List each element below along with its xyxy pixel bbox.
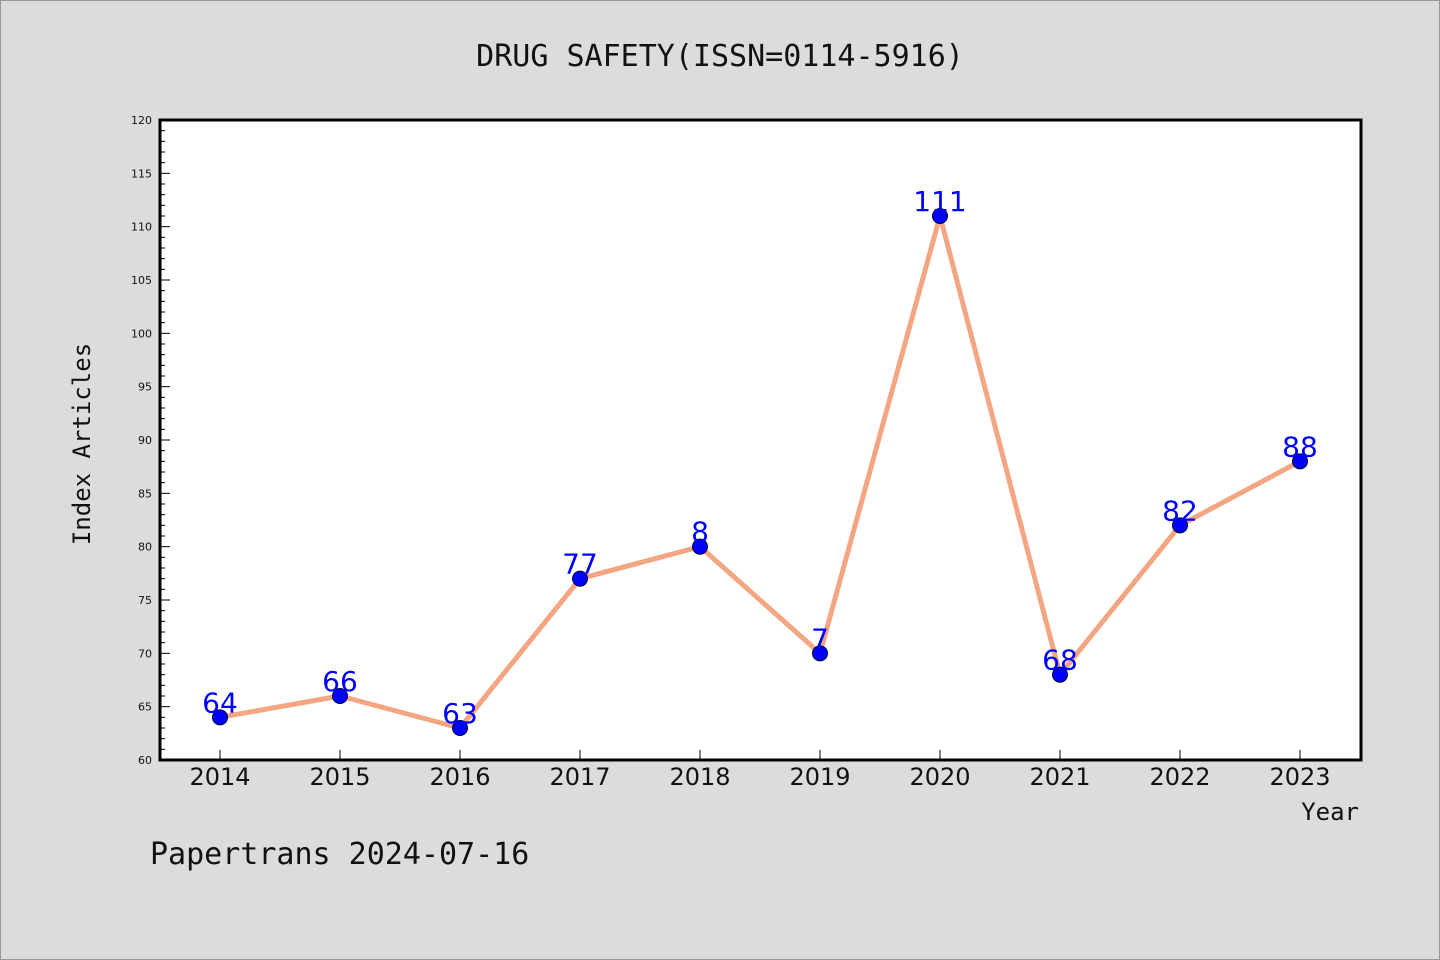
- data-label: 82: [1162, 494, 1198, 527]
- y-tick-label: 105: [131, 274, 152, 287]
- y-tick-label: 70: [138, 647, 152, 660]
- series-polyline: [219, 213, 1302, 731]
- x-tick-label: 2020: [909, 763, 970, 791]
- data-point: [1052, 666, 1068, 683]
- data-label: 88: [1282, 430, 1318, 463]
- x-tick-label: 2023: [1269, 763, 1330, 791]
- y-tick-label: 95: [138, 381, 152, 394]
- y-axis: 60 65 70 75 80 85 90 95 100 105 110 115 120: [131, 114, 170, 767]
- x-axis-label: Year: [1301, 798, 1359, 826]
- data-point: [1292, 453, 1308, 470]
- series-line: [219, 213, 1302, 731]
- data-label: 66: [322, 665, 358, 698]
- data-point: [572, 570, 588, 587]
- data-label: 8: [691, 516, 709, 549]
- x-tick-label: 2017: [549, 763, 610, 791]
- data-point: [812, 645, 828, 662]
- data-label: 7: [811, 622, 829, 655]
- y-tick-label: 60: [138, 754, 152, 767]
- data-label: 111: [913, 185, 966, 218]
- y-tick-label: 90: [138, 434, 152, 447]
- x-axis: 2014 2015 2016 2017 2018 2019 2020 2021 2022 2023: [189, 750, 1331, 791]
- data-point: [332, 688, 348, 704]
- data-point: [692, 538, 708, 555]
- y-tick-label: 85: [138, 487, 152, 500]
- y-axis-label: Index Articles: [68, 343, 96, 545]
- y-tick-label: 110: [131, 221, 152, 234]
- y-tick-label: 115: [131, 167, 152, 180]
- data-label: 68: [1042, 644, 1078, 677]
- footer-text: Papertrans 2024-07-16: [150, 837, 529, 872]
- y-tick-label: 80: [138, 541, 152, 554]
- data-points: [212, 208, 1308, 736]
- y-tick-label: 65: [138, 701, 152, 714]
- data-label: 63: [442, 697, 478, 730]
- y-tick-label: 100: [131, 327, 152, 340]
- data-point: [1172, 517, 1188, 534]
- x-tick-label: 2022: [1149, 763, 1210, 791]
- x-tick-label: 2018: [669, 763, 730, 791]
- x-tick-label: 2019: [789, 763, 850, 791]
- data-labels: 64 66 63 77 8 7 111 68 82 88: [202, 185, 1318, 730]
- chart-title: DRUG SAFETY(ISSN=0114-5916): [476, 39, 964, 74]
- x-tick-label: 2014: [189, 763, 250, 791]
- data-label: 77: [562, 548, 598, 581]
- data-label: 64: [202, 686, 238, 719]
- x-tick-label: 2015: [309, 763, 370, 791]
- y-tick-label: 75: [138, 594, 152, 607]
- data-point: [212, 709, 228, 726]
- x-tick-label: 2021: [1029, 763, 1090, 791]
- y-tick-label: 120: [131, 114, 152, 127]
- data-point: [452, 720, 468, 736]
- x-tick-label: 2016: [429, 763, 490, 791]
- data-point: [932, 208, 948, 224]
- plot-area: [158, 118, 1363, 762]
